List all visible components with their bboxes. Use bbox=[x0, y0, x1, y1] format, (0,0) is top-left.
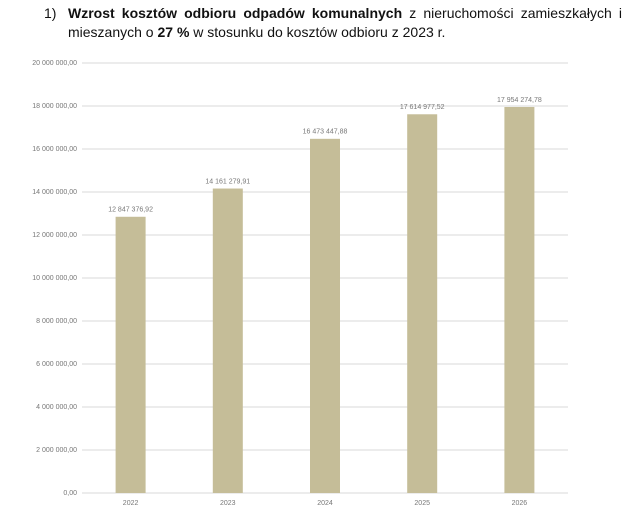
y-tick-label: 6 000 000,00 bbox=[36, 361, 77, 368]
y-tick-label: 2 000 000,00 bbox=[36, 447, 77, 454]
bar bbox=[504, 106, 535, 493]
value-label: 16 473 447,88 bbox=[303, 129, 348, 136]
x-tick-label: 2024 bbox=[317, 500, 333, 507]
bold-text: 27 % bbox=[157, 24, 190, 40]
y-tick-label: 10 000 000,00 bbox=[32, 275, 77, 282]
y-tick-label: 16 000 000,00 bbox=[32, 146, 77, 153]
x-tick-label: 2023 bbox=[220, 500, 236, 507]
value-label: 17 614 977,52 bbox=[400, 104, 445, 111]
x-tick-label: 2022 bbox=[123, 500, 139, 507]
bar bbox=[115, 216, 146, 493]
value-label: 14 161 279,91 bbox=[205, 178, 250, 185]
y-tick-label: 20 000 000,00 bbox=[32, 60, 77, 67]
value-label: 17 954 274,78 bbox=[497, 97, 542, 104]
list-number: 1) bbox=[44, 5, 57, 21]
text: z nieruchomości zamieszkałych i mieszany… bbox=[68, 5, 622, 40]
bar bbox=[310, 138, 340, 494]
bar bbox=[212, 188, 243, 494]
bar bbox=[407, 114, 438, 493]
paragraph-text: Wzrost kosztów odbioru odpadów komunalny… bbox=[68, 4, 622, 42]
x-tick-label: 2026 bbox=[512, 500, 528, 507]
text: w stosunku do kosztów odbioru z 2023 r. bbox=[189, 24, 446, 40]
value-label: 12 847 376,92 bbox=[108, 207, 153, 214]
y-tick-label: 12 000 000,00 bbox=[32, 232, 77, 239]
y-tick-label: 0,00 bbox=[63, 490, 77, 497]
y-tick-label: 14 000 000,00 bbox=[32, 189, 77, 196]
x-tick-label: 2025 bbox=[414, 500, 430, 507]
paragraph: 1) Wzrost kosztów odbioru odpadów komuna… bbox=[44, 4, 622, 42]
y-tick-label: 8 000 000,00 bbox=[36, 318, 77, 325]
bold-text: Wzrost kosztów odbioru odpadów komunalny… bbox=[68, 5, 403, 21]
y-tick-label: 18 000 000,00 bbox=[32, 103, 77, 110]
y-tick-label: 4 000 000,00 bbox=[36, 404, 77, 411]
